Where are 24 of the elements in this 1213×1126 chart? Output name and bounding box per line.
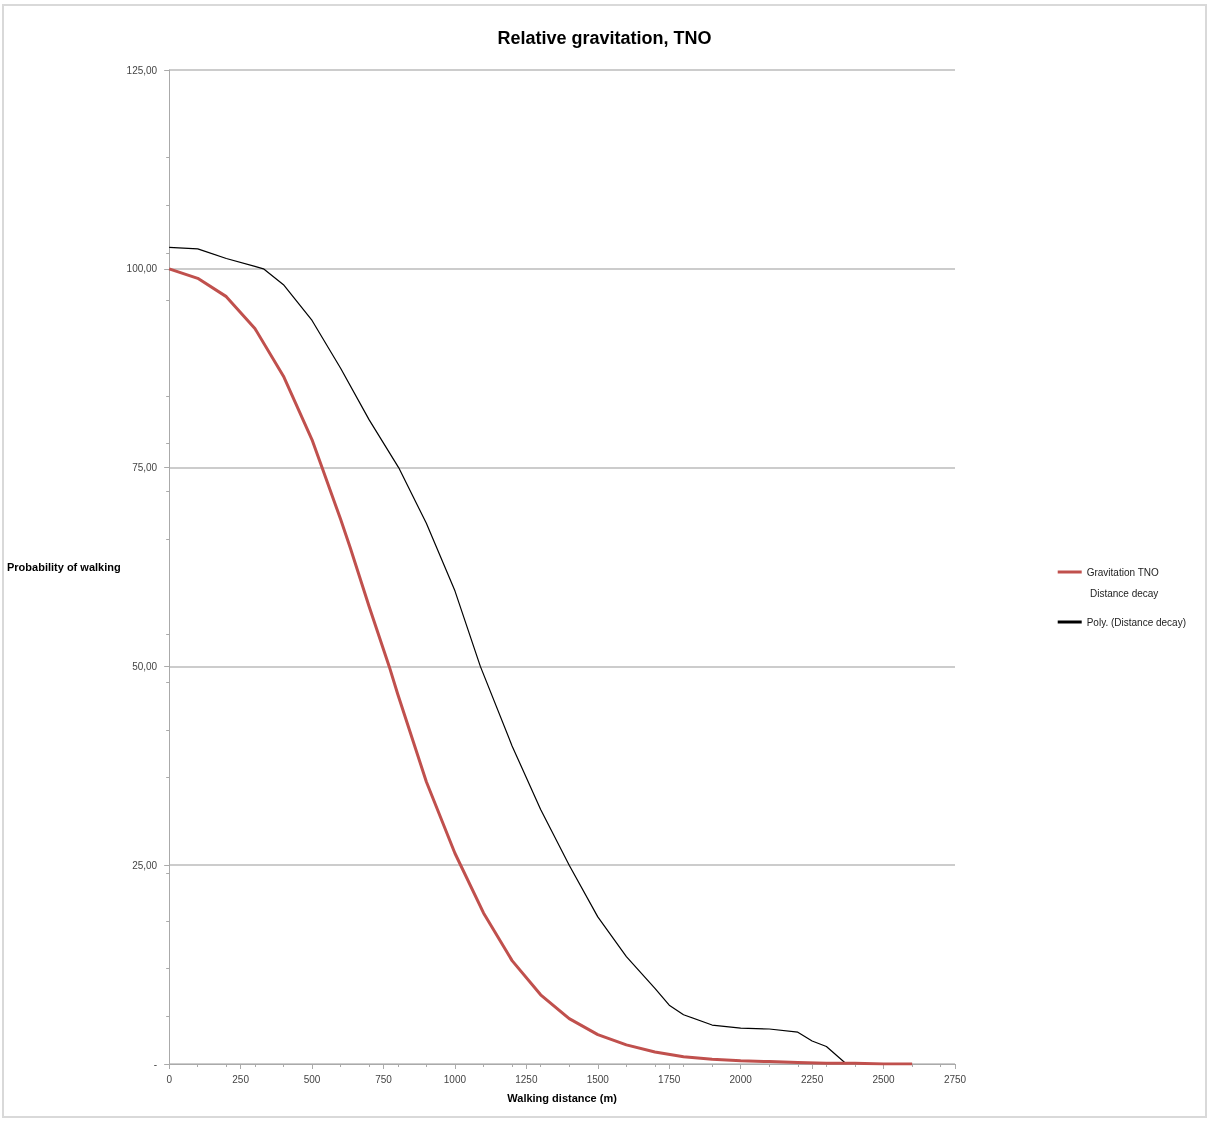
x-tick-label: 2000 bbox=[729, 1073, 753, 1085]
text: Distance decay bbox=[1090, 587, 1159, 599]
x-tick-label: 750 bbox=[375, 1073, 393, 1085]
legend-label: Gravitation TNO bbox=[1086, 566, 1159, 578]
x-tick-label: 2250 bbox=[801, 1073, 824, 1085]
x-tick-label: 250 bbox=[232, 1073, 250, 1085]
x-tick-label: 500 bbox=[303, 1073, 321, 1085]
y-tick-label: 25,00 bbox=[132, 859, 158, 871]
x-tick-label: 2750 bbox=[943, 1073, 967, 1085]
legend-label: Poly. (Distance decay) bbox=[1086, 616, 1186, 628]
y-axis-title: Probability of walking bbox=[7, 561, 121, 573]
chart-title: Relative gravitation, TNO bbox=[497, 28, 712, 48]
x-tick-label: 1750 bbox=[658, 1073, 681, 1085]
x-axis-title: Walking distance (m) bbox=[507, 1091, 618, 1104]
y-tick-label: - bbox=[153, 1058, 158, 1070]
y-tick-label: 125,00 bbox=[126, 64, 158, 76]
x-tick-label: 2500 bbox=[872, 1073, 896, 1085]
x-tick-label: 1000 bbox=[443, 1073, 467, 1085]
y-tick-label: 50,00 bbox=[132, 660, 158, 672]
x-tick-label: 1500 bbox=[586, 1073, 610, 1085]
y-tick-label: 75,00 bbox=[132, 462, 158, 474]
y-tick-label: 100,00 bbox=[126, 263, 158, 275]
x-tick-label: 0 bbox=[166, 1073, 173, 1085]
x-tick-label: 1250 bbox=[515, 1073, 538, 1085]
